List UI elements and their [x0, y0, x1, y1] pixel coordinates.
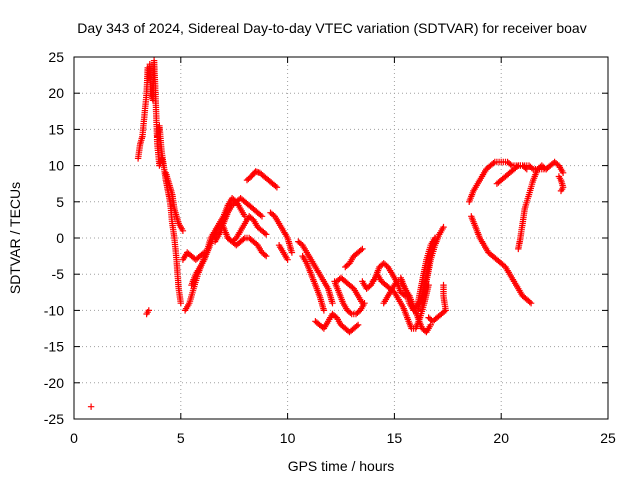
data-point — [87, 403, 95, 410]
data-point — [261, 230, 268, 237]
data-point — [513, 163, 521, 170]
y-tick-label: -20 — [44, 375, 64, 391]
data-point — [507, 161, 514, 168]
data-point — [490, 160, 497, 167]
data-point — [542, 166, 550, 173]
data-point — [257, 211, 264, 219]
data-point — [273, 184, 281, 191]
y-tick-label: 10 — [48, 158, 64, 174]
data-point — [354, 321, 362, 329]
data-point — [522, 164, 529, 172]
x-tick-label: 15 — [387, 430, 403, 446]
y-tick-label: 15 — [48, 121, 64, 137]
data-point — [263, 252, 270, 260]
y-tick-label: -10 — [44, 302, 64, 318]
data-point — [440, 223, 447, 231]
y-tick-label: 20 — [48, 85, 64, 101]
y-tick-label: -25 — [44, 411, 64, 427]
data-point — [557, 187, 565, 195]
x-axis-label: GPS time / hours — [288, 458, 395, 474]
y-tick-label: 5 — [56, 194, 64, 210]
data-point — [320, 307, 328, 314]
data-point — [347, 309, 354, 316]
data-point — [559, 169, 567, 176]
data-point — [240, 236, 247, 243]
data-point — [427, 321, 434, 329]
data-point — [258, 213, 266, 220]
data-point — [359, 245, 366, 253]
x-tick-label: 5 — [177, 430, 185, 446]
data-point — [441, 308, 448, 315]
x-tick-label: 10 — [280, 430, 296, 446]
data-point — [541, 164, 548, 172]
y-tick-label: -5 — [52, 266, 65, 282]
data-point — [357, 246, 365, 254]
data-point — [528, 164, 535, 172]
data-point — [145, 307, 152, 314]
data-point — [179, 227, 187, 234]
data-points-layer — [87, 57, 567, 410]
data-point — [263, 231, 270, 238]
x-tick-label: 20 — [493, 430, 509, 446]
data-point — [526, 298, 533, 306]
data-point — [527, 300, 535, 307]
data-point — [288, 249, 296, 256]
data-point — [440, 281, 447, 289]
y-tick-label: 0 — [56, 230, 64, 246]
data-point — [359, 300, 366, 307]
x-tick-label: 0 — [70, 430, 78, 446]
data-point — [329, 300, 336, 307]
y-tick-label: -15 — [44, 339, 64, 355]
data-point — [272, 182, 279, 190]
data-point — [261, 251, 268, 259]
ticks-layer: 0 5 10 15 20 25 -25 -20 -15 -10 -5 0 5 10 15 20 25 — [44, 49, 616, 446]
chart-title: Day 343 of 2024, Sidereal Day-to-day VTE… — [77, 20, 586, 36]
x-tick-label: 25 — [600, 430, 616, 446]
y-axis-label: SDTVAR / TECUs — [7, 182, 23, 294]
data-point — [284, 256, 291, 263]
data-point — [523, 166, 530, 173]
data-point — [177, 300, 184, 307]
y-tick-label: 25 — [48, 49, 64, 65]
data-point — [353, 322, 360, 330]
